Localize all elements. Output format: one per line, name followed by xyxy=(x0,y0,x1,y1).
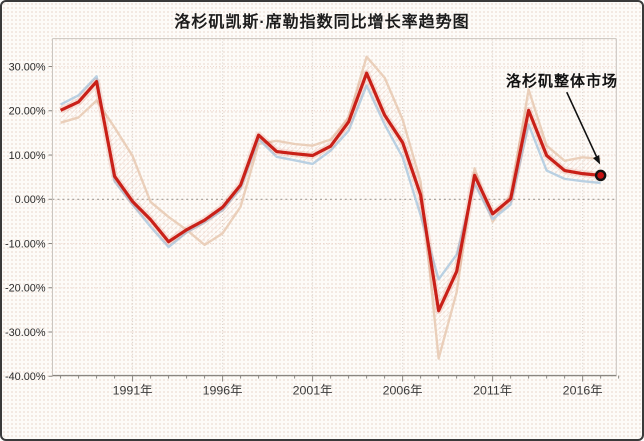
series-line-blue xyxy=(60,75,601,281)
annotation-label: 洛杉矶整体市场 xyxy=(505,73,618,90)
endpoint-marker xyxy=(594,169,607,182)
y-axis-label: 20.00% xyxy=(9,106,46,118)
chart-title: 洛杉矶凯斯·席勒指数同比增长率趋势图 xyxy=(174,14,470,31)
y-axis-label: -30.00% xyxy=(5,327,46,339)
y-axis-label: 30.00% xyxy=(9,62,46,74)
x-axis-label: 1991年 xyxy=(113,383,153,397)
annotation-arrow-head xyxy=(593,154,601,165)
x-axis-label: 2016年 xyxy=(563,383,603,397)
y-axis-label: -40.00% xyxy=(5,371,46,383)
x-axis-label: 2001年 xyxy=(293,383,333,397)
y-axis-label: -20.00% xyxy=(5,283,46,295)
annotation-arrow-line xyxy=(566,91,598,158)
series-line-red xyxy=(59,71,601,313)
x-axis-label: 2006年 xyxy=(383,383,423,397)
y-axis-label: 10.00% xyxy=(9,150,46,162)
y-axis-label: -10.00% xyxy=(5,238,46,250)
x-axis-label: 1996年 xyxy=(203,383,243,397)
x-axis-label: 2011年 xyxy=(473,383,512,397)
y-axis-label: 0.00% xyxy=(15,194,46,206)
